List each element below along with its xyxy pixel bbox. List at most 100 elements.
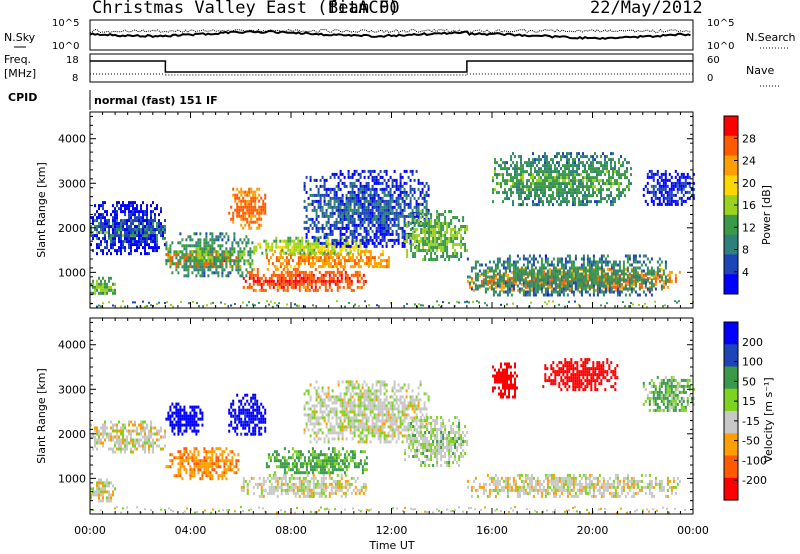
data-cell	[377, 220, 380, 224]
data-cell	[156, 221, 158, 225]
data-cell	[377, 241, 380, 245]
data-cell	[379, 202, 382, 206]
data-cell	[363, 202, 366, 206]
data-cell	[116, 204, 118, 208]
data-cell	[323, 232, 326, 236]
data-cell	[512, 167, 514, 171]
data-cell	[516, 278, 519, 282]
data-cell	[542, 164, 544, 168]
data-cell	[658, 175, 661, 179]
data-cell	[538, 188, 540, 192]
data-cell	[434, 222, 437, 225]
data-cell	[532, 176, 534, 180]
data-cell	[534, 287, 537, 291]
data-cell	[544, 155, 546, 159]
data-cell	[598, 173, 600, 177]
data-cell	[351, 229, 354, 233]
data-cell	[106, 210, 108, 214]
data-cell	[243, 250, 246, 254]
data-cell	[616, 170, 618, 174]
data-cell	[339, 244, 342, 248]
data-cell	[140, 252, 142, 256]
data-cell	[375, 244, 378, 248]
data-cell	[264, 205, 267, 209]
data-cell	[369, 235, 372, 239]
data-cell	[349, 196, 352, 200]
data-cell	[572, 182, 574, 186]
data-cell	[612, 263, 615, 267]
data-cell	[247, 250, 250, 254]
data-cell	[490, 279, 493, 283]
data-cell	[448, 255, 451, 258]
data-cell	[273, 265, 276, 269]
data-cell	[395, 208, 398, 212]
data-cell	[566, 260, 569, 264]
data-cell	[367, 169, 370, 173]
data-cell	[303, 256, 306, 260]
data-cell	[290, 282, 293, 286]
data-cell	[341, 241, 344, 245]
data-cell	[142, 219, 144, 223]
data-cell	[154, 228, 156, 232]
data-cell	[552, 266, 555, 270]
data-cell	[656, 178, 659, 182]
data-cell	[389, 217, 392, 221]
data-cell	[417, 214, 420, 218]
data-cell	[319, 196, 322, 200]
data-cell	[353, 232, 356, 236]
data-cell	[658, 181, 661, 185]
data-cell	[329, 199, 332, 203]
data-cell	[207, 274, 210, 278]
data-cell	[558, 170, 560, 174]
data-cell	[528, 188, 530, 192]
data-cell	[223, 235, 226, 239]
data-cell	[586, 279, 589, 283]
data-cell	[674, 276, 677, 280]
data-cell	[419, 181, 422, 185]
data-cell	[349, 181, 352, 185]
data-cell	[363, 214, 366, 218]
data-cell	[169, 247, 172, 251]
data-cell	[604, 167, 606, 171]
data-cell	[572, 200, 574, 204]
data-cell	[199, 268, 202, 272]
data-cell	[550, 182, 552, 186]
data-cell	[322, 279, 325, 283]
data-cell	[359, 202, 362, 206]
data-cell	[530, 266, 533, 270]
data-cell	[560, 176, 562, 180]
data-cell	[632, 257, 635, 261]
data-cell	[528, 197, 530, 201]
data-cell	[379, 175, 382, 179]
data-cell	[464, 246, 467, 249]
data-cell	[315, 236, 318, 240]
data-cell	[383, 238, 386, 242]
data-cell	[375, 187, 378, 191]
data-cell	[271, 248, 274, 252]
data-cell	[526, 194, 528, 198]
data-cell	[608, 275, 611, 279]
data-cell	[600, 272, 603, 276]
data-cell	[341, 181, 344, 185]
data-cell	[534, 197, 536, 201]
data-cell	[365, 184, 368, 188]
data-cell	[333, 259, 336, 263]
data-cell	[256, 270, 259, 274]
data-cell	[520, 287, 523, 291]
data-cell	[337, 214, 340, 218]
data-cell	[325, 202, 328, 206]
data-cell	[610, 203, 612, 207]
data-cell	[100, 279, 102, 283]
data-cell	[421, 187, 424, 191]
data-cell	[343, 208, 346, 212]
data-cell	[387, 259, 390, 263]
data-cell	[406, 237, 409, 240]
data-cell	[90, 234, 92, 238]
data-cell	[377, 211, 380, 215]
data-cell	[286, 282, 289, 286]
data-cell	[534, 203, 536, 207]
data-cell	[260, 285, 263, 289]
data-cell	[309, 245, 312, 249]
data-cell	[148, 228, 150, 232]
data-cell	[285, 242, 288, 246]
